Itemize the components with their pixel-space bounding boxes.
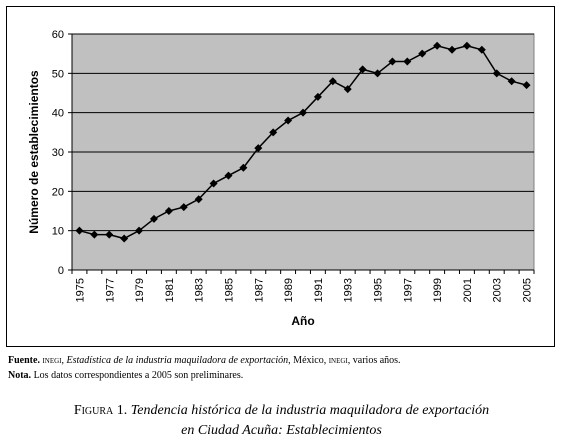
data-point bbox=[358, 65, 367, 74]
y-tick-label: 0 bbox=[58, 265, 64, 277]
x-tick-label: 1983 bbox=[194, 278, 206, 302]
source-label: Fuente. bbox=[8, 355, 40, 366]
data-point bbox=[269, 128, 278, 137]
x-axis-label: Año bbox=[291, 314, 314, 328]
y-tick-labels: 0 10 20 30 40 50 60 bbox=[52, 29, 64, 277]
x-tick-label: 2001 bbox=[462, 278, 474, 302]
source-sep: , bbox=[61, 355, 67, 366]
y-tick-label: 30 bbox=[52, 147, 64, 159]
data-point bbox=[120, 234, 129, 243]
nota-text: Los datos correspondientes a 2005 son pr… bbox=[31, 370, 244, 381]
x-tick-label: 1987 bbox=[253, 278, 265, 302]
y-tick-label: 10 bbox=[52, 226, 64, 238]
x-tick-label: 1999 bbox=[432, 278, 444, 302]
axes bbox=[71, 34, 535, 274]
source-place: , México, bbox=[288, 355, 329, 366]
x-tick-label: 1993 bbox=[343, 278, 355, 302]
y-axis-label: Número de establecimientos bbox=[27, 70, 41, 234]
data-point bbox=[403, 57, 412, 66]
data-point bbox=[477, 45, 486, 54]
data-point bbox=[433, 41, 442, 50]
x-tick-label: 2005 bbox=[522, 278, 534, 302]
data-point bbox=[209, 179, 218, 188]
x-tick-label: 1977 bbox=[104, 278, 116, 302]
data-point bbox=[239, 163, 248, 172]
data-point bbox=[492, 69, 501, 78]
x-tick-label: 1997 bbox=[402, 278, 414, 302]
data-point bbox=[194, 195, 203, 204]
data-point bbox=[284, 116, 293, 125]
y-tick-label: 40 bbox=[52, 108, 64, 120]
figure-label: Figura 1. bbox=[73, 403, 128, 418]
data-point bbox=[75, 226, 84, 235]
caption-line-1: Figura 1. Tendencia histórica de la indu… bbox=[0, 401, 563, 421]
data-points bbox=[75, 41, 531, 243]
data-point bbox=[462, 41, 471, 50]
x-tick-label: 1991 bbox=[313, 278, 325, 302]
data-point bbox=[448, 45, 457, 54]
data-point bbox=[224, 171, 233, 180]
x-tick-label: 1975 bbox=[74, 278, 86, 302]
data-point bbox=[522, 81, 531, 90]
data-point bbox=[90, 230, 99, 239]
data-point bbox=[418, 49, 427, 58]
data-point bbox=[105, 230, 114, 239]
data-point bbox=[343, 85, 352, 94]
data-point bbox=[164, 207, 173, 215]
data-point bbox=[254, 144, 263, 153]
data-point bbox=[507, 77, 516, 86]
x-tick-label: 1979 bbox=[134, 278, 146, 302]
x-tick-label: 1985 bbox=[223, 278, 235, 302]
data-point bbox=[328, 77, 337, 86]
x-tick-label: 1989 bbox=[283, 278, 295, 302]
source-note: Fuente. inegi, Estadística de la industr… bbox=[8, 353, 553, 368]
source-org: inegi bbox=[42, 355, 62, 366]
x-tick-labels: 1975 1977 1979 1981 1983 1985 1987 1989 1991 1993… bbox=[74, 278, 533, 302]
data-point bbox=[313, 92, 322, 101]
data-point bbox=[135, 226, 144, 235]
data-point bbox=[179, 203, 188, 212]
nota-label: Nota. bbox=[8, 370, 32, 381]
nota-note: Nota. Los datos correspondientes a 2005 … bbox=[8, 368, 553, 383]
data-point bbox=[149, 214, 158, 223]
x-tick-label: 1981 bbox=[164, 278, 176, 302]
source-title: Estadística de la industria maquiladora … bbox=[66, 355, 289, 366]
x-tick-label: 2003 bbox=[492, 278, 504, 302]
caption-title-2: en Ciudad Acuña: Establecimientos bbox=[181, 423, 382, 438]
data-point bbox=[388, 57, 397, 66]
x-tick-label: 1995 bbox=[373, 278, 385, 302]
y-tick-label: 50 bbox=[52, 68, 64, 80]
y-tick-label: 60 bbox=[52, 29, 64, 41]
data-point bbox=[373, 69, 382, 78]
y-tick-label: 20 bbox=[52, 186, 64, 198]
chart-notes: Fuente. inegi, Estadística de la industr… bbox=[8, 353, 553, 383]
figure-caption: Figura 1. Tendencia histórica de la indu… bbox=[0, 401, 563, 441]
data-point bbox=[299, 108, 307, 117]
caption-title-1: Tendencia histórica de la industria maqu… bbox=[130, 403, 490, 418]
caption-line-2: en Ciudad Acuña: Establecimientos bbox=[0, 421, 563, 441]
chart-container: 0 10 20 30 40 50 60 1975 1977 1979 1981 1983 1985 19… bbox=[6, 6, 555, 347]
source-tail: , varios años. bbox=[347, 355, 401, 366]
source-org-2: inegi bbox=[328, 355, 348, 366]
